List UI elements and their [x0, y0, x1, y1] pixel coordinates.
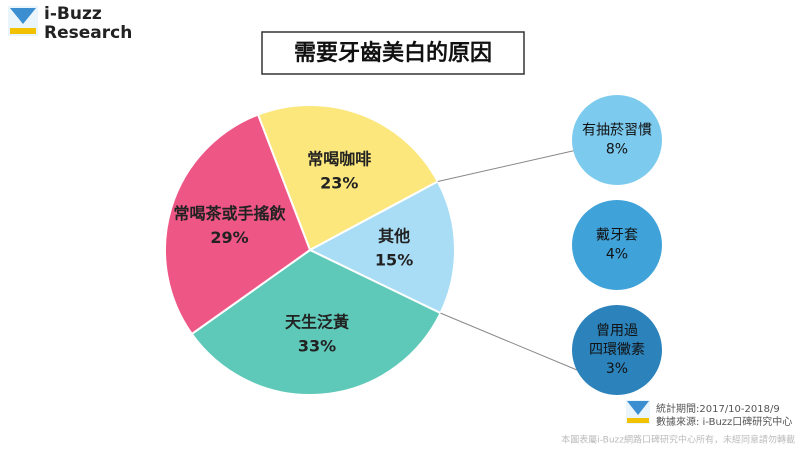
breakdown-label: 曾用過: [596, 323, 638, 339]
slice-label: 其他: [378, 227, 410, 246]
pie-slice: [256, 104, 440, 252]
brand: i-Buzz: [44, 4, 102, 24]
pie-slice: [190, 248, 442, 396]
slice-value: 15%: [375, 251, 413, 270]
connector: [437, 149, 578, 182]
breakdown-value: 3%: [606, 361, 628, 377]
brand: Research: [44, 23, 132, 43]
title-box: [261, 31, 525, 75]
copyright: 本圖表屬i-Buzz網路口碑研究中心所有，未經同意請勿轉載: [561, 434, 795, 446]
breakdown-value: 4%: [606, 247, 628, 263]
breakdown-circle: [572, 200, 662, 290]
connector: [440, 312, 578, 371]
slice-value: 29%: [210, 228, 248, 247]
slice-label: 常喝茶或手搖飲: [173, 204, 286, 223]
breakdown-circle: [572, 305, 662, 395]
logo: [8, 6, 38, 36]
logo-icon: [627, 401, 649, 415]
chart-title: 需要牙齒美白的原因: [294, 40, 492, 66]
pie-slice: [164, 113, 312, 336]
footer-logo: [626, 400, 650, 424]
breakdown-circle: [572, 95, 662, 185]
logo-icon: [10, 8, 36, 24]
slice-value: 33%: [298, 336, 336, 355]
breakdown-value: 8%: [606, 142, 628, 158]
breakdown-label: 有抽菸習慣: [582, 122, 652, 139]
note: 數據來源: i-Buzz口碑研究中心: [656, 415, 792, 428]
note: 統計期間:2017/10-2018/9: [656, 402, 780, 415]
slice-value: 23%: [320, 174, 358, 193]
breakdown-label: 戴牙套: [596, 228, 638, 244]
logo-icon: [627, 418, 649, 423]
pie-slice: [307, 180, 456, 315]
slice-label: 常喝咖啡: [307, 150, 371, 169]
slice-label: 天生泛黃: [285, 312, 349, 331]
breakdown-label: 四環黴素: [589, 342, 645, 358]
logo-icon: [10, 28, 36, 34]
